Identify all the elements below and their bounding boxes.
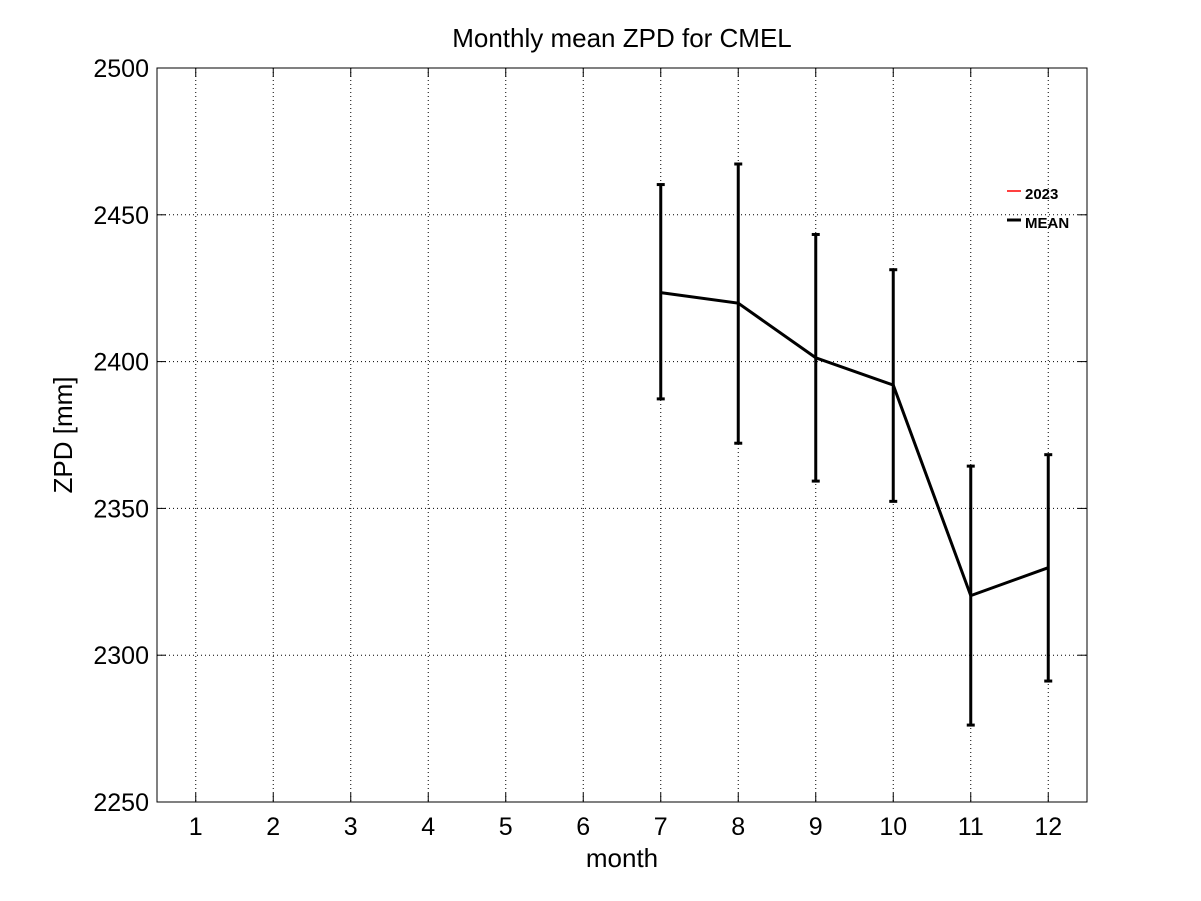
- x-tick-label: 2: [266, 813, 280, 841]
- legend-label-2023: 2023: [1025, 186, 1058, 203]
- error-bar: [811, 232, 820, 483]
- x-tick-label: 8: [731, 813, 745, 841]
- x-tick-label: 7: [654, 813, 668, 841]
- chart-title: Monthly mean ZPD for CMEL: [452, 23, 792, 53]
- error-bar: [966, 464, 975, 727]
- y-tick-label: 2250: [93, 789, 149, 817]
- series-layer: [656, 162, 1053, 727]
- error-bar: [889, 268, 898, 503]
- x-tick-label: 10: [879, 813, 907, 841]
- x-tick-label: 9: [809, 813, 823, 841]
- y-tick-label: 2500: [93, 55, 149, 83]
- legend-label-mean: MEAN: [1025, 215, 1069, 232]
- error-bar: [656, 183, 665, 401]
- series-mean: [656, 162, 1053, 727]
- x-tick-label: 12: [1034, 813, 1062, 841]
- x-tick-label: 6: [576, 813, 590, 841]
- x-tick-label: 4: [421, 813, 435, 841]
- x-tick-label: 5: [499, 813, 513, 841]
- y-axis-label: ZPD [mm]: [48, 377, 78, 494]
- y-tick-label: 2300: [93, 642, 149, 670]
- legend: 2023 MEAN: [1007, 186, 1069, 232]
- x-tick-label: 11: [958, 813, 984, 841]
- series-line: [660, 291, 1049, 598]
- x-axis-label: month: [586, 843, 658, 873]
- plot-area-frame: [156, 67, 1088, 803]
- error-bar: [734, 162, 743, 445]
- y-tick-label: 2450: [93, 202, 149, 230]
- x-tick-label: 1: [189, 813, 203, 841]
- x-tick-label: 3: [344, 813, 358, 841]
- y-tick-label: 2400: [93, 349, 149, 377]
- y-tick-label: 2350: [93, 495, 149, 523]
- error-bar: [1044, 453, 1053, 683]
